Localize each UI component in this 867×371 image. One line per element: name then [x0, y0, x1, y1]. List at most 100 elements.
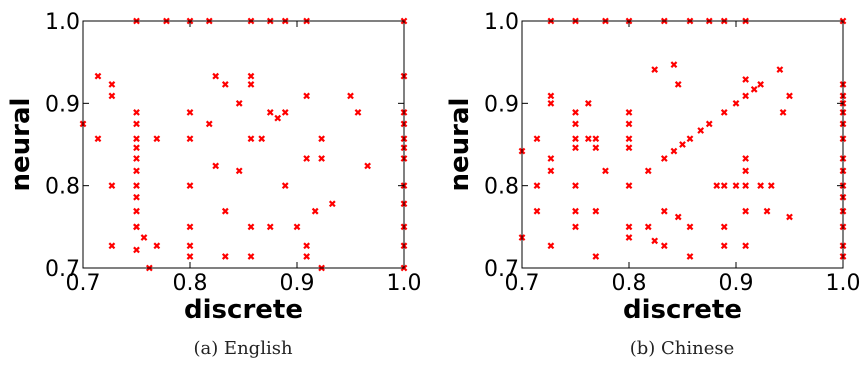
scatter-point	[133, 246, 140, 254]
x-tick-label: 0.9	[280, 271, 315, 296]
scatter-point	[133, 135, 140, 143]
scatter-point	[547, 242, 555, 250]
scatter-point	[674, 213, 682, 221]
y-tick-label: 0.7	[484, 257, 519, 282]
y-tick-label: 1.0	[484, 10, 519, 35]
scatter-point	[266, 223, 274, 231]
scatter-point	[720, 109, 728, 116]
scatter-point	[660, 207, 668, 215]
x-axis-label: discrete	[623, 295, 742, 325]
scatter-point	[625, 135, 633, 143]
scatter-point	[186, 242, 194, 250]
scatter-point	[584, 99, 592, 107]
x-tick-label: 0.8	[173, 271, 208, 296]
scatter-point	[660, 155, 668, 162]
scatter-point	[625, 120, 633, 128]
scatter-point	[750, 85, 758, 93]
figure-caption: (a) English	[193, 338, 293, 359]
scatter-point	[186, 182, 194, 190]
scatter-point	[584, 135, 592, 143]
y-tick-label: 0.7	[45, 257, 80, 282]
scatter-point	[625, 109, 633, 116]
scatter-point	[274, 114, 282, 122]
scatter-point	[720, 182, 728, 190]
scatter-point	[133, 155, 140, 162]
scatter-point	[732, 182, 740, 190]
x-tick-label: 0.9	[719, 271, 754, 296]
scatter-point	[547, 167, 555, 175]
scatter-point	[533, 182, 541, 190]
scatter-point	[720, 242, 728, 250]
scatter-point	[186, 253, 194, 260]
scatter-point	[757, 182, 764, 190]
scatter-point	[742, 76, 750, 83]
scatter-point	[186, 223, 194, 231]
scatter-point	[547, 92, 555, 100]
scatter-point	[133, 120, 140, 128]
y-axis-label: neural	[6, 98, 36, 192]
scatter-point	[108, 92, 116, 100]
scatter-point	[247, 253, 255, 260]
scatter-point	[651, 66, 659, 73]
scatter-point	[742, 155, 750, 162]
scatter-point	[670, 61, 678, 69]
scatter-point	[318, 155, 325, 162]
scatter-point	[763, 207, 771, 215]
scatter-markers	[518, 17, 847, 260]
scatter-point	[212, 72, 220, 80]
scatter-point	[153, 242, 161, 250]
scatter-point	[786, 213, 793, 221]
scatter-point	[303, 253, 311, 260]
scatter-point	[697, 127, 705, 134]
scatter-point	[303, 155, 311, 162]
scatter-point	[742, 242, 750, 250]
y-axis-label: neural	[445, 98, 475, 192]
scatter-point	[281, 109, 289, 116]
scatter-point	[533, 207, 541, 215]
scatter-point	[592, 253, 600, 260]
scatter-markers	[79, 17, 408, 272]
scatter-point	[108, 81, 116, 88]
scatter-point	[786, 92, 793, 100]
scatter-point	[205, 120, 213, 128]
scatter-point	[602, 167, 609, 175]
scatter-point	[293, 223, 301, 231]
scatter-point	[572, 109, 579, 116]
scatter-point	[767, 182, 775, 190]
scatter-point	[670, 147, 678, 155]
scatter-point	[140, 234, 148, 241]
y-tick-label: 0.9	[45, 92, 80, 117]
scatter-point	[547, 99, 555, 107]
scatter-point	[742, 182, 750, 190]
scatter-point	[94, 135, 102, 143]
scatter-point	[592, 144, 600, 152]
scatter-point	[347, 92, 354, 100]
scatter-point	[592, 135, 600, 143]
scatter-point	[547, 155, 555, 162]
scatter-point	[625, 223, 633, 231]
y-tick-label: 1.0	[45, 10, 80, 35]
scatter-point	[186, 135, 194, 143]
scatter-point	[247, 135, 255, 143]
y-tick-label: 0.8	[45, 175, 80, 200]
scatter-point	[303, 242, 311, 250]
scatter-point	[133, 207, 140, 215]
scatter-point	[660, 242, 668, 250]
scatter-point	[354, 109, 362, 116]
scatter-point	[572, 182, 579, 190]
scatter-point	[108, 182, 116, 190]
scatter-point	[686, 223, 694, 231]
scatter-point	[364, 162, 371, 170]
scatter-point	[592, 207, 600, 215]
scatter-point	[247, 72, 255, 80]
scatter-point	[133, 223, 140, 231]
scatter-point	[247, 81, 255, 88]
scatter-point	[625, 144, 633, 152]
scatter-point	[266, 109, 274, 116]
scatter-point	[235, 99, 243, 107]
scatter-point	[776, 66, 784, 73]
panel-english: 0.7 0.8 0.9 1.0 0.7 0.8 0.9 1.0 discrete neural (a…	[6, 10, 422, 359]
scatter-point	[212, 162, 220, 170]
scatter-point	[742, 207, 750, 215]
